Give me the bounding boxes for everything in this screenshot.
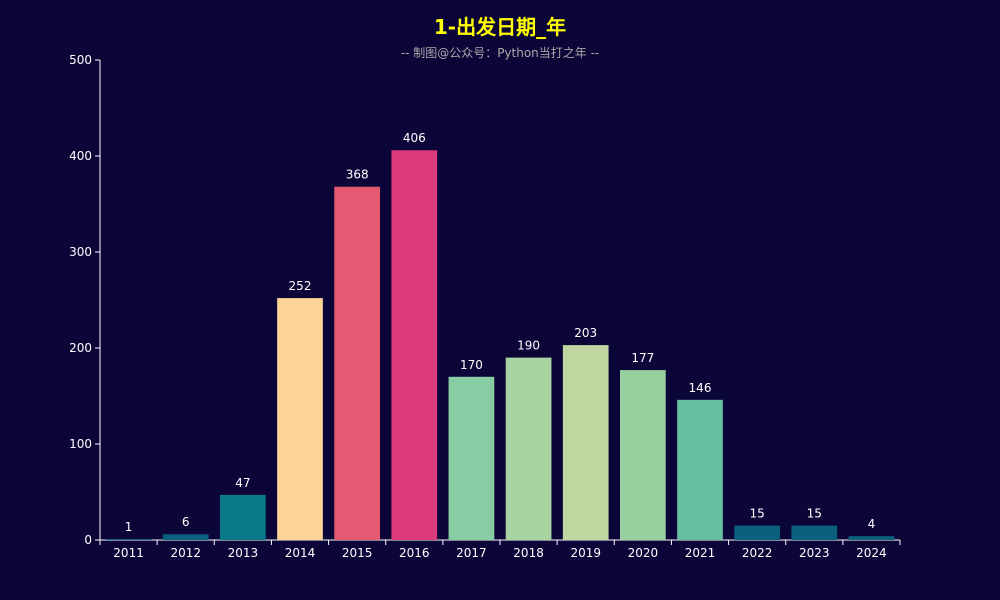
bar-2012[interactable] — [162, 534, 209, 540]
x-tick-label-2016: 2016 — [399, 546, 430, 560]
x-tick-label-2021: 2021 — [685, 546, 716, 560]
bar-2016[interactable] — [391, 150, 438, 541]
y-tick-label: 100 — [69, 437, 92, 451]
data-label-2020: 177 — [631, 351, 654, 365]
x-tick-label-2020: 2020 — [628, 546, 659, 560]
bar-2023[interactable] — [791, 525, 838, 540]
x-tick-label-2011: 2011 — [113, 546, 144, 560]
x-tick-label-2014: 2014 — [285, 546, 316, 560]
bar-2019[interactable] — [562, 345, 609, 540]
x-tick-label-2019: 2019 — [570, 546, 601, 560]
data-label-2012: 6 — [182, 515, 190, 529]
x-tick-label-2012: 2012 — [170, 546, 201, 560]
y-tick-label: 500 — [69, 53, 92, 67]
bar-2013[interactable] — [220, 494, 266, 540]
x-tick-label-2015: 2015 — [342, 546, 373, 560]
data-label-2013: 47 — [235, 476, 250, 490]
bar-2021[interactable] — [677, 399, 723, 540]
x-tick-label-2013: 2013 — [228, 546, 259, 560]
x-tick-label-2017: 2017 — [456, 546, 487, 560]
data-label-2024: 4 — [868, 517, 876, 531]
x-tick-label-2018: 2018 — [513, 546, 544, 560]
bar-2017[interactable] — [448, 376, 495, 540]
x-tick-label-2024: 2024 — [856, 546, 887, 560]
y-tick-label: 300 — [69, 245, 92, 259]
data-label-2011: 1 — [125, 520, 133, 534]
chart-subtitle: -- 制图@公众号：Python当打之年 -- — [400, 46, 600, 60]
data-label-2019: 203 — [574, 326, 597, 340]
bar-2024[interactable] — [848, 536, 895, 540]
bar-2015[interactable] — [334, 186, 380, 540]
data-label-2018: 190 — [517, 339, 540, 353]
data-label-2021: 146 — [689, 381, 712, 395]
bar-2011[interactable] — [105, 539, 152, 540]
x-tick-label-2022: 2022 — [742, 546, 773, 560]
chart-title: 1-出发日期_年 — [433, 15, 567, 39]
data-label-2022: 15 — [750, 507, 765, 521]
data-label-2016: 406 — [403, 131, 426, 145]
x-tick-label-2023: 2023 — [799, 546, 830, 560]
y-tick-label: 400 — [69, 149, 92, 163]
y-tick-label: 0 — [84, 533, 92, 547]
data-label-2017: 170 — [460, 358, 483, 372]
data-label-2015: 368 — [346, 168, 369, 182]
bar-2020[interactable] — [620, 370, 666, 540]
data-label-2014: 252 — [289, 279, 312, 293]
y-tick-label: 200 — [69, 341, 92, 355]
bar-2022[interactable] — [734, 525, 780, 540]
data-label-2023: 15 — [807, 507, 822, 521]
bar-2018[interactable] — [505, 357, 552, 540]
bar-2014[interactable] — [277, 298, 323, 540]
